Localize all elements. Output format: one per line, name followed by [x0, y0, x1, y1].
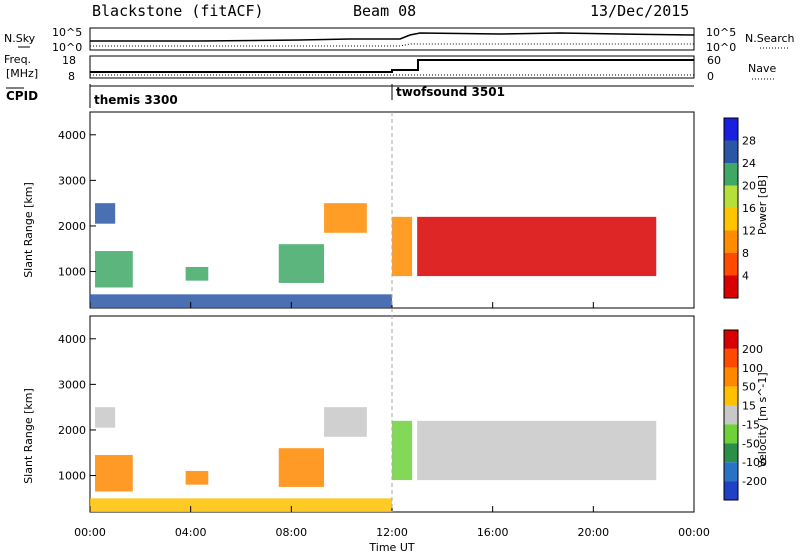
velocity-panel-data [90, 407, 657, 512]
nsky-tick-bottom: 10^0 [52, 41, 82, 54]
power-colorbar-segment-4 [724, 208, 738, 231]
xtick-label-6: 00:00 [678, 526, 710, 539]
station-title: Blackstone (fitACF) [92, 2, 264, 20]
power-ytick-label-2: 3000 [58, 174, 86, 187]
velocity-region-4 [324, 407, 367, 437]
velocity-colorbar-segment-1 [724, 348, 738, 368]
velocity-colorbar-tick-3: 15 [742, 400, 756, 413]
power-colorbar-tick-0: 28 [742, 135, 756, 148]
power-ytick-label-1: 2000 [58, 220, 86, 233]
nsky-trace [90, 32, 695, 42]
cpid-label: CPID [6, 89, 38, 103]
date-title: 13/Dec/2015 [590, 2, 689, 20]
power-colorbar-tick-3: 16 [742, 202, 756, 215]
freq-trace [90, 59, 694, 73]
velocity-colorbar-segment-8 [724, 481, 738, 500]
velocity-ytick-label-0: 1000 [58, 470, 86, 483]
velocity-colorbar-frame [723, 329, 739, 501]
velocity-colorbar-tick-1: 100 [742, 362, 763, 375]
noise-panel [89, 27, 695, 51]
nsearch-tick-bottom: 10^0 [706, 41, 736, 54]
velocity-colorbar-tick-7: -200 [742, 475, 767, 488]
xtick-label-5: 20:00 [577, 526, 609, 539]
velocity-region-3 [278, 448, 325, 487]
nave-tick-bottom: 0 [707, 70, 714, 83]
velocity-region-2 [185, 470, 209, 485]
power-colorbar-segment-2 [724, 163, 738, 186]
velocity-region-7 [90, 498, 392, 512]
power-ylabel: Slant Range [km] [22, 182, 35, 278]
velocity-ytick-label-1: 2000 [58, 424, 86, 437]
velocity-region-0 [95, 455, 133, 492]
xtick-label-2: 08:00 [275, 526, 307, 539]
xtick-label-3: 12:00 [376, 526, 408, 539]
power-colorbar-segment-6 [724, 253, 738, 276]
power-colorbar-segment-1 [724, 140, 738, 163]
velocity-colorbar-tick-4: -15 [742, 418, 760, 431]
power-colorbar-segment-5 [724, 230, 738, 253]
freq-tick-bottom: 8 [68, 70, 75, 83]
cpid-program-2: twofsound 3501 [396, 85, 505, 99]
velocity-colorbar-segment-7 [724, 462, 738, 482]
velocity-colorbar-tick-0: 200 [742, 343, 763, 356]
beam-title: Beam 08 [353, 2, 416, 20]
velocity-colorbar-tick-6: -100 [742, 456, 767, 469]
power-region-3 [278, 244, 325, 283]
freq-tick-top: 18 [62, 54, 76, 67]
nsky-label: N.Sky [4, 32, 36, 45]
xtick-label-4: 16:00 [477, 526, 509, 539]
velocity-region-1 [95, 407, 116, 428]
freq-panel [89, 55, 695, 79]
velocity-colorbar-segment-2 [724, 367, 738, 387]
power-colorbar-tick-5: 8 [742, 247, 749, 260]
nsky-tick-top: 10^5 [52, 26, 82, 39]
velocity-colorbar-segment-0 [724, 330, 738, 349]
power-region-5 [392, 216, 413, 277]
power-colorbar-segment-0 [724, 118, 738, 141]
nsearch-label: N.Search [745, 32, 795, 45]
velocity-colorbar-tick-5: -50 [742, 437, 760, 450]
velocity-colorbar-segment-6 [724, 443, 738, 463]
nsearch-tick-top: 10^5 [706, 26, 736, 39]
velocity-colorbar-segment-4 [724, 405, 738, 425]
xtick-label-1: 04:00 [175, 526, 207, 539]
velocity-ytick-label-3: 4000 [58, 333, 86, 346]
power-region-1 [95, 203, 116, 224]
velocity-colorbar-segment-5 [724, 424, 738, 444]
power-ytick-label-3: 4000 [58, 129, 86, 142]
power-region-6 [417, 216, 657, 277]
power-panel-data [90, 203, 657, 308]
power-colorbar-tick-4: 12 [742, 225, 756, 238]
power-colorbar-tick-6: 4 [742, 270, 749, 283]
power-region-7 [90, 294, 392, 308]
velocity-colorbar-label: Velocity [m s^-1] [756, 372, 769, 467]
power-colorbar-segment-7 [724, 275, 738, 298]
power-region-0 [95, 251, 133, 288]
power-colorbar-frame [723, 117, 739, 299]
freq-label-1: Freq. [4, 53, 31, 66]
power-colorbar-tick-1: 24 [742, 157, 756, 170]
power-region-2 [185, 266, 209, 281]
power-colorbar-label: Power [dB] [756, 175, 769, 235]
power-colorbar-segment-3 [724, 185, 738, 208]
power-region-4 [324, 203, 367, 233]
x-axis-label: Time UT [368, 541, 414, 554]
cpid-program-1: themis 3300 [94, 93, 178, 107]
nsearch-trace [90, 43, 694, 47]
xtick-label-0: 00:00 [74, 526, 106, 539]
power-ytick-label-0: 1000 [58, 266, 86, 279]
velocity-region-6 [417, 420, 657, 481]
power-colorbar-tick-2: 20 [742, 180, 756, 193]
nave-tick-top: 60 [707, 54, 721, 67]
velocity-colorbar-tick-2: 50 [742, 381, 756, 394]
velocity-ytick-label-2: 3000 [58, 378, 86, 391]
velocity-ylabel: Slant Range [km] [22, 388, 35, 484]
freq-label-2: [MHz] [6, 67, 38, 80]
nave-label: Nave [748, 62, 776, 75]
velocity-colorbar-segment-3 [724, 386, 738, 406]
velocity-region-5 [392, 420, 413, 481]
